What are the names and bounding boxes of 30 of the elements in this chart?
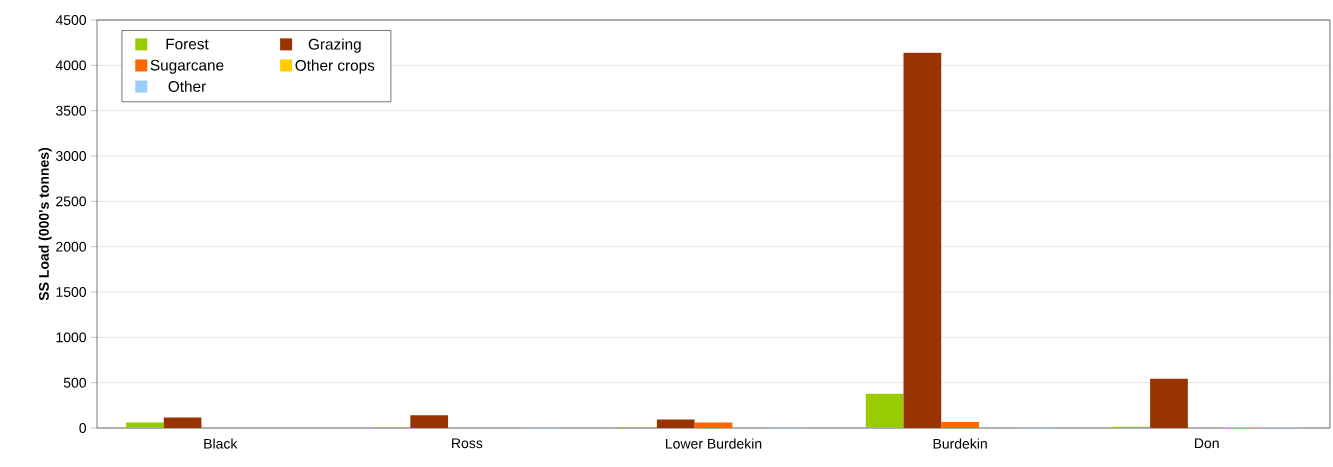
- bar: [865, 393, 904, 428]
- bar: [163, 417, 202, 428]
- y-tick-label: 4500: [55, 15, 87, 25]
- x-tick-label: Don: [1195, 438, 1219, 449]
- legend-label: Sugarcane: [150, 59, 224, 74]
- legend-label: Other: [168, 80, 206, 92]
- bar: [125, 422, 164, 428]
- bar: [694, 422, 733, 428]
- bar: [410, 415, 449, 428]
- y-tick-label: 4000: [55, 60, 87, 71]
- y-axis-title: SS Load (000's tonnes): [38, 147, 52, 301]
- y-tick-label: 3500: [55, 105, 87, 116]
- y-tick-label: 500: [63, 377, 87, 388]
- y-tick-label: 1000: [56, 332, 87, 343]
- legend-label: Grazing: [308, 38, 361, 53]
- legend-label: Forest: [166, 38, 209, 50]
- x-tick-label: Lower Burdekin: [666, 438, 762, 449]
- legend-label: Other crops: [295, 59, 375, 74]
- x-tick-label: Ross: [452, 438, 483, 449]
- y-tick-label: 0: [79, 423, 87, 433]
- bar: [903, 52, 942, 428]
- x-tick-label: Black: [204, 438, 238, 449]
- bar: [656, 419, 695, 428]
- y-tick-label: 1500: [56, 287, 87, 297]
- y-tick-label: 2000: [56, 241, 87, 252]
- bar: [941, 422, 979, 428]
- x-tick-label: Burdekin: [933, 438, 987, 449]
- bar: [1150, 378, 1188, 428]
- y-tick-label: 2500: [56, 196, 87, 207]
- y-tick-label: 3000: [55, 151, 87, 161]
